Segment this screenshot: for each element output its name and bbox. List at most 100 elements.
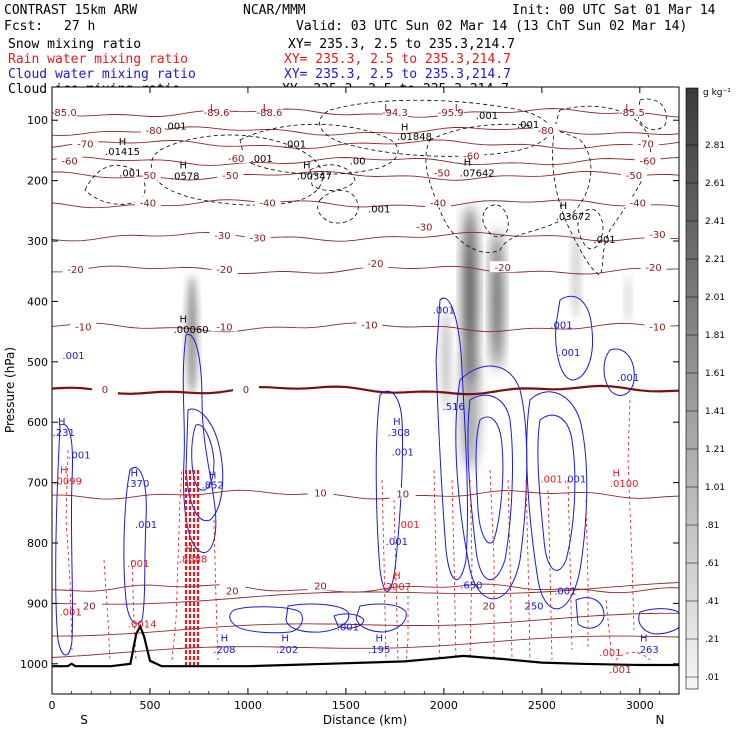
colorbar-label-2: .41 — [705, 597, 719, 607]
colorbar-gradient — [685, 87, 699, 690]
temp-label-bg — [209, 229, 236, 241]
extrema-label-64: H — [281, 633, 289, 644]
temp-label-41: 20 — [83, 601, 96, 612]
colorbar-label-0: .01 — [705, 673, 719, 683]
colorbar-label-8: 1.61 — [705, 369, 725, 379]
extrema-label-30: .001 — [550, 321, 572, 332]
rain-13 — [507, 479, 513, 661]
extrema-label-50: .0100 — [610, 479, 639, 490]
temp-label-40: 20 — [314, 581, 327, 592]
temp-label-39: 20 — [226, 586, 239, 597]
extrema-label-59: .0014 — [128, 620, 157, 631]
colorbar-label-1: .21 — [705, 635, 719, 645]
header: CONTRAST 15km ARW NCAR/MMM Init: 00 UTC … — [4, 3, 716, 97]
cloud-water-16 — [285, 603, 350, 633]
colorbar-label-11: 2.21 — [705, 255, 725, 265]
colorbar-label-9: 1.81 — [705, 331, 725, 341]
extrema-label-41: .370 — [127, 479, 149, 490]
temp-label-bg — [211, 320, 238, 332]
rain-20 — [615, 652, 651, 661]
temp-label-20: -40 — [430, 199, 446, 210]
temp-contour-low-1 — [52, 612, 679, 637]
extrema-label-33: H — [58, 417, 66, 428]
temp-label-29: -20 — [494, 263, 510, 274]
temp-contour--30 — [52, 231, 679, 242]
extrema-label-21: .00 — [350, 156, 366, 167]
colorbar-label-12: 2.41 — [705, 217, 725, 227]
ice-contour-8 — [552, 105, 652, 276]
extrema-label-36: .308 — [388, 428, 410, 439]
shade-column-6 — [441, 310, 451, 410]
x-axis-ticks: 0 500 1000 1500 2000 2500 3000 — [49, 87, 660, 712]
y-tick-label-2: 300 — [27, 235, 48, 248]
temp-label-bg — [475, 599, 502, 611]
temp-label-31: -10 — [75, 322, 91, 333]
cloud-water-11 — [526, 391, 588, 610]
field-cloud-water-name: Cloud water mixing ratio — [8, 67, 196, 82]
ice-contour-10 — [637, 98, 667, 131]
temp-label-bg — [254, 196, 281, 208]
rain-7 — [393, 499, 399, 661]
temp-label-bg — [244, 231, 271, 243]
temp-contour--85.0 — [52, 108, 679, 118]
temp-label-2: -88.6 — [257, 108, 283, 119]
extrema-labels: L L L L LH.01415H.0578H.00347H.01848H.07642H… — [53, 103, 659, 676]
temp-label-18: -40 — [140, 199, 156, 210]
extrema-label-73: .001 — [554, 586, 576, 597]
temp-label-28: -20 — [367, 259, 383, 270]
temp-label-0: -85.0 — [51, 108, 77, 119]
rain-6 — [381, 479, 387, 661]
y-tick-label-1: 200 — [27, 175, 48, 188]
extrema-label-46: .001 — [564, 475, 586, 486]
extrema-label-48: .0099 — [53, 476, 82, 487]
temp-contour--70 — [52, 139, 679, 150]
ice-contour-4 — [309, 164, 356, 191]
extrema-label-51: H — [185, 544, 193, 555]
extrema-label-63: .208 — [213, 645, 235, 656]
temp-label-7: -80 — [538, 126, 554, 137]
temp-label-4: -95.9 — [438, 108, 464, 119]
extrema-label-68: .195 — [368, 645, 390, 656]
temp-label-bg — [428, 166, 455, 178]
temp-label-14: -50 — [140, 171, 156, 182]
ice-contour-9 — [482, 204, 509, 238]
extrema-label-45: .001 — [386, 537, 408, 548]
temp-label-bg — [644, 320, 671, 332]
cloud-water-3 — [182, 334, 217, 553]
x-tick-label-4: 2000 — [430, 699, 458, 712]
temp-label-25: -30 — [649, 230, 665, 241]
extrema-label-18: .001 — [284, 139, 306, 150]
extrema-label-54: .2007 — [383, 582, 412, 593]
temp-label-bg — [62, 263, 89, 275]
extrema-label-20: .001 — [119, 168, 141, 179]
temp-label-bg — [437, 105, 464, 117]
extrema-label-1: L — [263, 103, 269, 114]
cloud-ice-contours — [84, 98, 667, 276]
model-title: CONTRAST 15km ARW — [4, 3, 137, 18]
cloud-water-9 — [467, 394, 513, 581]
temp-label-9: -70 — [638, 139, 654, 150]
cloud-water-20 — [575, 597, 605, 629]
rain-2 — [103, 559, 111, 661]
field-rain-xy: XY= 235.3, 2.5 to 235.3,214.7 — [284, 52, 511, 67]
cloud-water-12 — [537, 414, 576, 571]
colorbar-label-14: 2.81 — [705, 141, 725, 151]
shade-column-2 — [491, 230, 503, 370]
ice-contour-6 — [317, 190, 359, 224]
temp-label-bg — [640, 261, 667, 273]
x-tick-label-5: 2500 — [528, 699, 556, 712]
colorbar-label-10: 2.01 — [705, 293, 725, 303]
fcst-label: Fcst: — [4, 19, 43, 34]
valid-time: Valid: 03 UTC Sun 02 Mar 14 (13 ChT Sun … — [296, 19, 687, 34]
extrema-label-3: L — [455, 103, 461, 114]
colorbar-label-5: 1.01 — [705, 483, 725, 493]
x-axis-end-left: S — [80, 713, 88, 727]
extrema-label-70: .263 — [637, 645, 659, 656]
rain-15 — [547, 489, 553, 661]
extrema-label-25: .001 — [593, 235, 615, 246]
extrema-label-53: H — [393, 571, 401, 582]
temp-label-bg — [217, 168, 244, 180]
rain-shaft — [184, 470, 200, 665]
temp-label-bg — [56, 154, 83, 166]
colorbar-unit: g kg⁻¹ — [703, 88, 731, 98]
